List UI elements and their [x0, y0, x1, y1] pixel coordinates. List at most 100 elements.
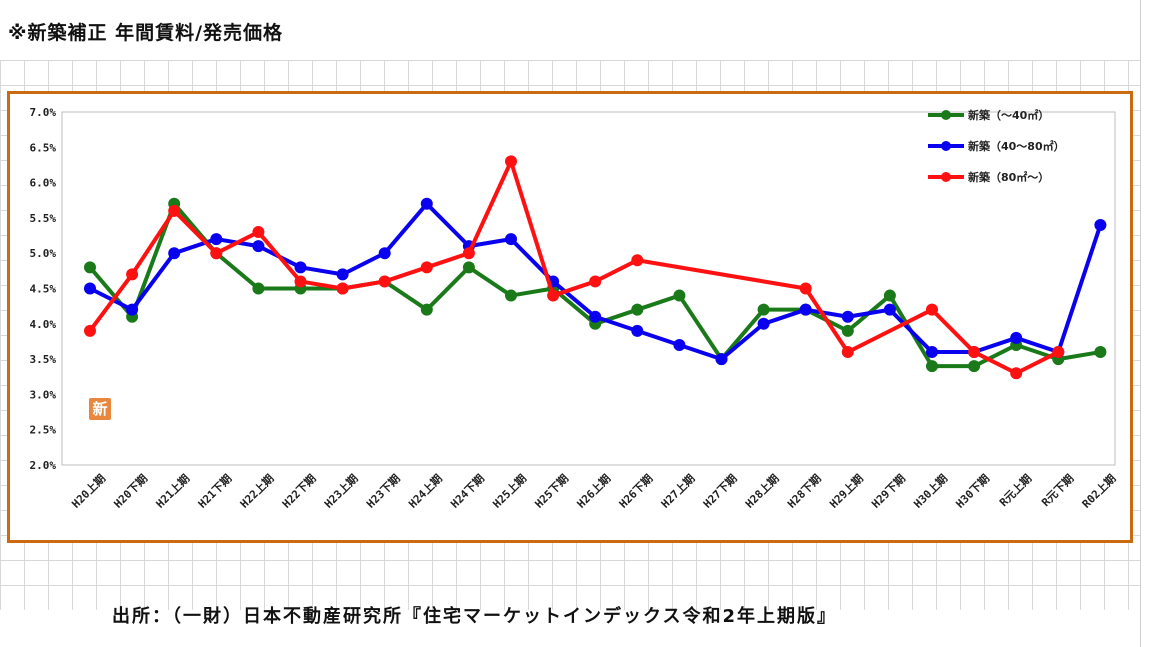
data-point	[168, 204, 181, 217]
y-tick-label: 4.0%	[30, 318, 57, 331]
line-chart: 7.0% 6.5% 6.0% 5.5% 5.0% 4.5% 4.0% 3.5% 3.0% 2.5%…	[30, 106, 1119, 511]
data-point	[673, 338, 686, 351]
y-tick-label: 2.0%	[30, 459, 57, 472]
data-point	[168, 247, 181, 260]
data-point	[505, 233, 517, 246]
x-tick-label: H23下期	[363, 471, 403, 511]
data-point	[715, 353, 728, 366]
legend-entry: 新築（40～80㎡）	[928, 139, 1065, 153]
data-point	[378, 275, 391, 288]
data-point	[631, 324, 644, 337]
x-tick-label: R元上期	[996, 471, 1034, 509]
legend-marker	[941, 172, 951, 182]
data-point	[1094, 346, 1107, 359]
legend-marker	[941, 141, 951, 151]
data-point	[210, 233, 223, 246]
data-point	[252, 226, 265, 239]
data-point	[210, 247, 223, 260]
data-point	[126, 268, 139, 281]
data-point	[883, 303, 896, 316]
data-point	[968, 360, 981, 373]
data-point	[757, 303, 770, 316]
data-point	[841, 346, 854, 359]
data-point	[420, 197, 433, 210]
y-tick-label: 2.5%	[30, 424, 57, 437]
x-tick-label: H21上期	[153, 471, 193, 511]
data-point	[883, 289, 896, 302]
x-tick-label: H29下期	[869, 471, 909, 511]
x-tick-label: H24下期	[448, 471, 488, 511]
data-point	[252, 240, 265, 253]
data-point	[420, 303, 433, 316]
data-point	[336, 268, 349, 281]
x-tick-label: H20上期	[69, 471, 109, 511]
x-tick-label: R02上期	[1079, 471, 1119, 511]
x-tick-label: H23上期	[321, 471, 361, 511]
data-point	[126, 303, 139, 316]
series-2	[84, 197, 1107, 366]
data-point	[1094, 218, 1107, 231]
chart-frame: 7.0% 6.5% 6.0% 5.5% 5.0% 4.5% 4.0% 3.5% 3.0% 2.5%…	[7, 91, 1133, 543]
x-tick-label: R元下期	[1039, 471, 1077, 509]
y-tick-label: 4.5%	[30, 283, 57, 296]
data-point	[336, 282, 349, 295]
data-point	[589, 275, 602, 288]
data-point	[505, 289, 517, 302]
y-tick-label: 6.5%	[30, 141, 57, 154]
x-tick-label: H21下期	[195, 471, 235, 511]
page-title: ※新築補正 年間賃料/発売価格	[8, 22, 284, 44]
x-tick-label: H29上期	[826, 471, 866, 511]
y-tick-label: 7.0%	[30, 106, 57, 119]
data-point	[84, 324, 96, 337]
x-tick-label: H22下期	[279, 471, 319, 511]
y-tick-label: 6.0%	[30, 177, 57, 190]
data-point	[462, 261, 475, 274]
legend-entry: 新築（80㎡～）	[928, 170, 1049, 184]
data-point	[1010, 367, 1023, 380]
new-badge-icon: 新	[89, 398, 111, 420]
data-point	[926, 303, 938, 316]
series-line	[88, 159, 1060, 376]
data-point	[1010, 331, 1023, 344]
x-tick-label: H28下期	[784, 471, 824, 511]
y-tick-label: 5.0%	[30, 247, 57, 260]
y-tick-label: 3.5%	[30, 353, 57, 366]
data-point	[1052, 346, 1065, 359]
legend-entry: 新築（～40㎡）	[928, 108, 1049, 122]
data-point	[378, 247, 391, 260]
x-tick-label: H26上期	[574, 471, 614, 511]
data-point	[757, 317, 770, 330]
data-point	[462, 247, 475, 260]
data-point	[631, 254, 644, 267]
x-tick-label: H28上期	[742, 471, 782, 511]
legend-label: 新築（80㎡～）	[968, 170, 1049, 184]
data-point	[547, 289, 560, 302]
x-tick-label: H22上期	[237, 471, 277, 511]
legend-label: 新築（40～80㎡）	[968, 139, 1065, 153]
data-point	[420, 261, 433, 274]
data-point	[294, 275, 307, 288]
data-point	[252, 282, 265, 295]
legend-marker	[941, 110, 951, 120]
source-note: 出所：（一財）日本不動産研究所『住宅マーケットインデックス令和2年上期版』	[112, 606, 837, 627]
data-point	[926, 360, 938, 373]
data-point	[799, 303, 812, 316]
data-point	[841, 324, 854, 337]
page-divider	[1140, 0, 1141, 647]
data-point	[799, 282, 812, 295]
data-point	[84, 282, 96, 295]
data-point	[84, 261, 96, 274]
x-tick-label: H27下期	[700, 471, 740, 511]
x-tick-label: H24上期	[405, 471, 445, 511]
data-point	[505, 155, 517, 168]
plot-area	[61, 111, 1116, 466]
x-tick-label: H20下期	[111, 471, 151, 511]
x-tick-label: H25下期	[532, 471, 572, 511]
data-point	[968, 346, 981, 359]
series-3	[84, 155, 1065, 380]
y-tick-label: 3.0%	[30, 388, 57, 401]
x-tick-label: H26下期	[616, 471, 656, 511]
data-point	[294, 261, 307, 274]
data-point	[673, 289, 686, 302]
data-point	[841, 310, 854, 323]
